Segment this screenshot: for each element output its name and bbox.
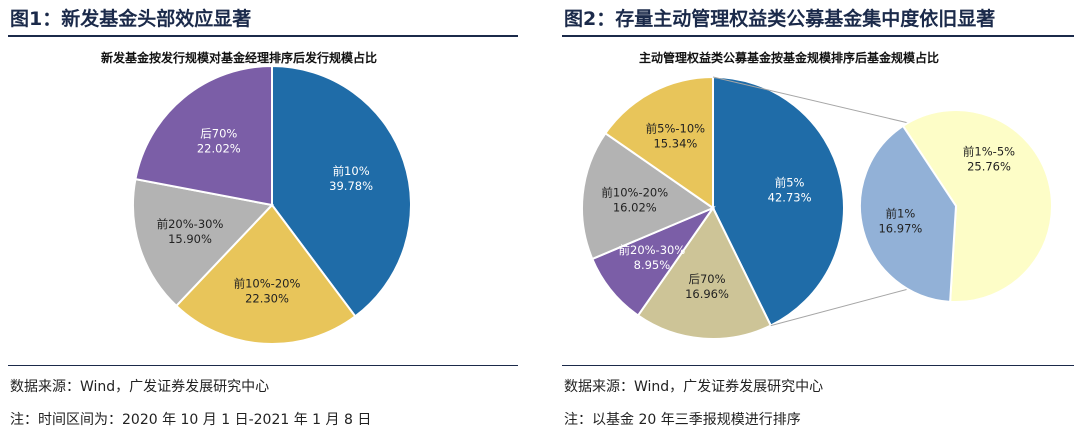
chart-1-pie: 前10%39.78% 前10%-20%22.30% 前20%-30%15.90% 后7… [132,64,412,345]
chart-2-title: 主动管理权益类公募基金按基金规模排序后基金规模占比 [639,51,940,65]
chart-2-breakout-slice-0 [901,109,1053,303]
chart-2-slice-0 [712,75,845,327]
chart-2-label-value-4: 15.34% [653,137,697,151]
chart-2-breakout-label-value-1: 16.97% [878,221,922,235]
chart-2-label-value-3: 16.02% [613,200,657,214]
chart-2-slice-4 [604,75,714,210]
chart-2-connector-bottom [770,288,909,327]
figure-2-note: 注：以基金 20 年三季报规模进行排序 [564,412,801,428]
chart-1-slice-1 [174,203,357,345]
chart-2-label-name-2: 前20%-30% [619,243,686,257]
chart-2-label-value-1: 16.96% [685,287,729,301]
chart-2-breakout-label-name-1: 前1% [886,206,916,220]
figure-1-note: 注：时间区间为：2020 年 10 月 1 日-2021 年 1 月 8 日 [10,412,372,428]
chart-1-slice-2 [132,177,274,308]
chart-2-label-name-1: 后70% [688,272,725,286]
chart-2-breakout-slice-1 [859,124,958,303]
chart-1-label-value-3: 22.02% [197,141,241,155]
chart-1-label-value-1: 22.30% [245,292,289,306]
chart-2-label-name-3: 前10%-20% [601,185,668,199]
chart-1-label-value-2: 15.90% [168,232,212,246]
figure-2-heading: 图2：存量主动管理权益类公募基金集中度依旧显著 [564,8,996,30]
chart-1-label-value-0: 39.78% [329,179,373,193]
chart-2-label-value-2: 8.95% [634,258,671,272]
figure-1-source: 数据来源：Wind，广发证券发展研究中心 [10,379,270,395]
chart-1-slice-0 [271,64,412,318]
figure-1-bottom-rule [8,365,518,366]
chart-2-label-name-4: 前5%-10% [646,122,706,136]
chart-2-slice-3 [581,131,716,261]
figure-1-panel: 图1：新发基金头部效应显著 新发基金按发行规模对基金经理排序后发行规模占比 前1… [0,0,524,441]
chart-2-breakout-label-name-0: 前1%-5% [963,144,1015,158]
chart-2-pie: 前5%42.73% 后70%16.96% 前20%-30%8.95% 前10%-20%… [581,75,1053,340]
chart-1-title: 新发基金按发行规模对基金经理排序后发行规模占比 [101,51,378,65]
chart-2-label-name-0: 前5% [775,176,805,190]
chart-2-breakout-label-value-0: 25.76% [967,159,1011,173]
chart-1-slice-3 [134,64,273,207]
chart-2-slice-1 [636,206,773,340]
chart-1-label-name-1: 前10%-20% [234,277,301,291]
figure-1-heading: 图1：新发基金头部效应显著 [10,8,252,30]
figure-2-panel: 图2：存量主动管理权益类公募基金集中度依旧显著 主动管理权益类公募基金按基金规模… [554,0,1080,441]
chart-1-label-name-0: 前10% [333,164,370,178]
figure-2-source: 数据来源：Wind，广发证券发展研究中心 [564,379,824,395]
chart-2-label-value-0: 42.73% [768,191,812,205]
figure-2-top-rule [562,35,1074,37]
figure-2-bottom-rule [562,365,1074,366]
chart-1-label-name-2: 前20%-30% [157,217,224,231]
chart-2-connector-top [712,76,909,124]
chart-1-label-name-3: 后70% [200,126,237,140]
figure-1-top-rule [8,35,518,37]
